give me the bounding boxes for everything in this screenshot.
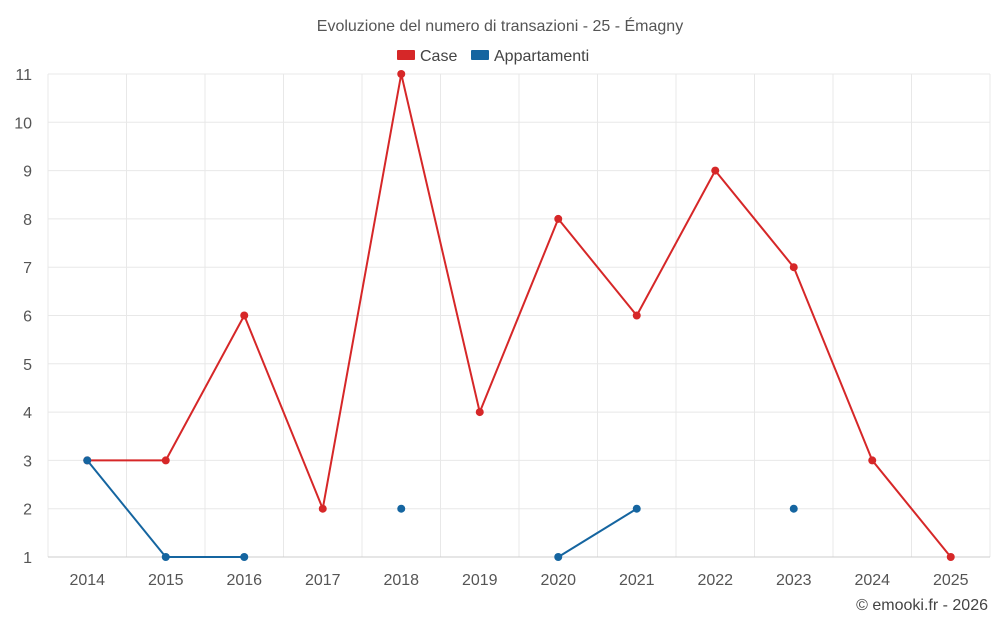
x-tick-label: 2025 [933,572,969,589]
legend-swatch-case [397,50,415,60]
data-point-appartamenti-2020[interactable] [554,553,562,561]
x-tick-label: 2019 [462,572,498,589]
line-chart: Evoluzione del numero di transazioni - 2… [0,0,1000,625]
y-tick-label: 5 [23,357,32,374]
data-point-case-2020[interactable] [554,215,562,223]
x-tick-label: 2021 [619,572,655,589]
y-tick-label: 1 [23,550,32,567]
x-tick-label: 2022 [697,572,733,589]
x-tick-label: 2016 [226,572,262,589]
data-point-case-2025[interactable] [947,553,955,561]
y-tick-label: 8 [23,212,32,229]
y-tick-label: 7 [23,260,32,277]
data-point-case-2023[interactable] [790,263,798,271]
data-point-case-2015[interactable] [162,456,170,464]
data-point-appartamenti-2015[interactable] [162,553,170,561]
x-tick-label: 2023 [776,572,812,589]
data-point-case-2017[interactable] [319,505,327,513]
y-tick-label: 2 [23,502,32,519]
x-tick-label: 2015 [148,572,184,589]
data-point-case-2022[interactable] [711,167,719,175]
data-point-appartamenti-2018[interactable] [397,505,405,513]
chart-title: Evoluzione del numero di transazioni - 2… [317,16,683,35]
data-point-case-2016[interactable] [240,312,248,320]
data-point-appartamenti-2016[interactable] [240,553,248,561]
y-tick-label: 6 [23,309,32,326]
data-point-case-2018[interactable] [397,70,405,78]
y-tick-label: 4 [23,405,32,422]
data-point-case-2019[interactable] [476,408,484,416]
data-point-appartamenti-2021[interactable] [633,505,641,513]
y-tick-label: 9 [23,164,32,181]
x-tick-label: 2017 [305,572,341,589]
x-tick-label: 2024 [854,572,890,589]
y-axis: 1 2 3 4 5 6 7 8 9 10 11 [14,67,32,567]
legend-label-case[interactable]: Case [420,48,457,65]
data-point-appartamenti-2014[interactable] [83,456,91,464]
x-tick-label: 2018 [383,572,419,589]
x-axis: 2014 2015 2016 2017 2018 2019 2020 2021 2022 2023… [48,557,990,589]
x-tick-label: 2014 [69,572,105,589]
legend-label-appartamenti[interactable]: Appartamenti [494,48,589,65]
x-tick-label: 2020 [540,572,576,589]
credit-text: © emooki.fr - 2026 [856,597,988,614]
y-tick-label: 11 [15,67,32,84]
data-point-appartamenti-2023[interactable] [790,505,798,513]
legend-swatch-appartamenti [471,50,489,60]
y-tick-label: 10 [14,115,32,132]
data-point-case-2021[interactable] [633,312,641,320]
y-tick-label: 3 [23,453,32,470]
data-point-case-2024[interactable] [868,456,876,464]
legend: Case Appartamenti [397,48,589,65]
